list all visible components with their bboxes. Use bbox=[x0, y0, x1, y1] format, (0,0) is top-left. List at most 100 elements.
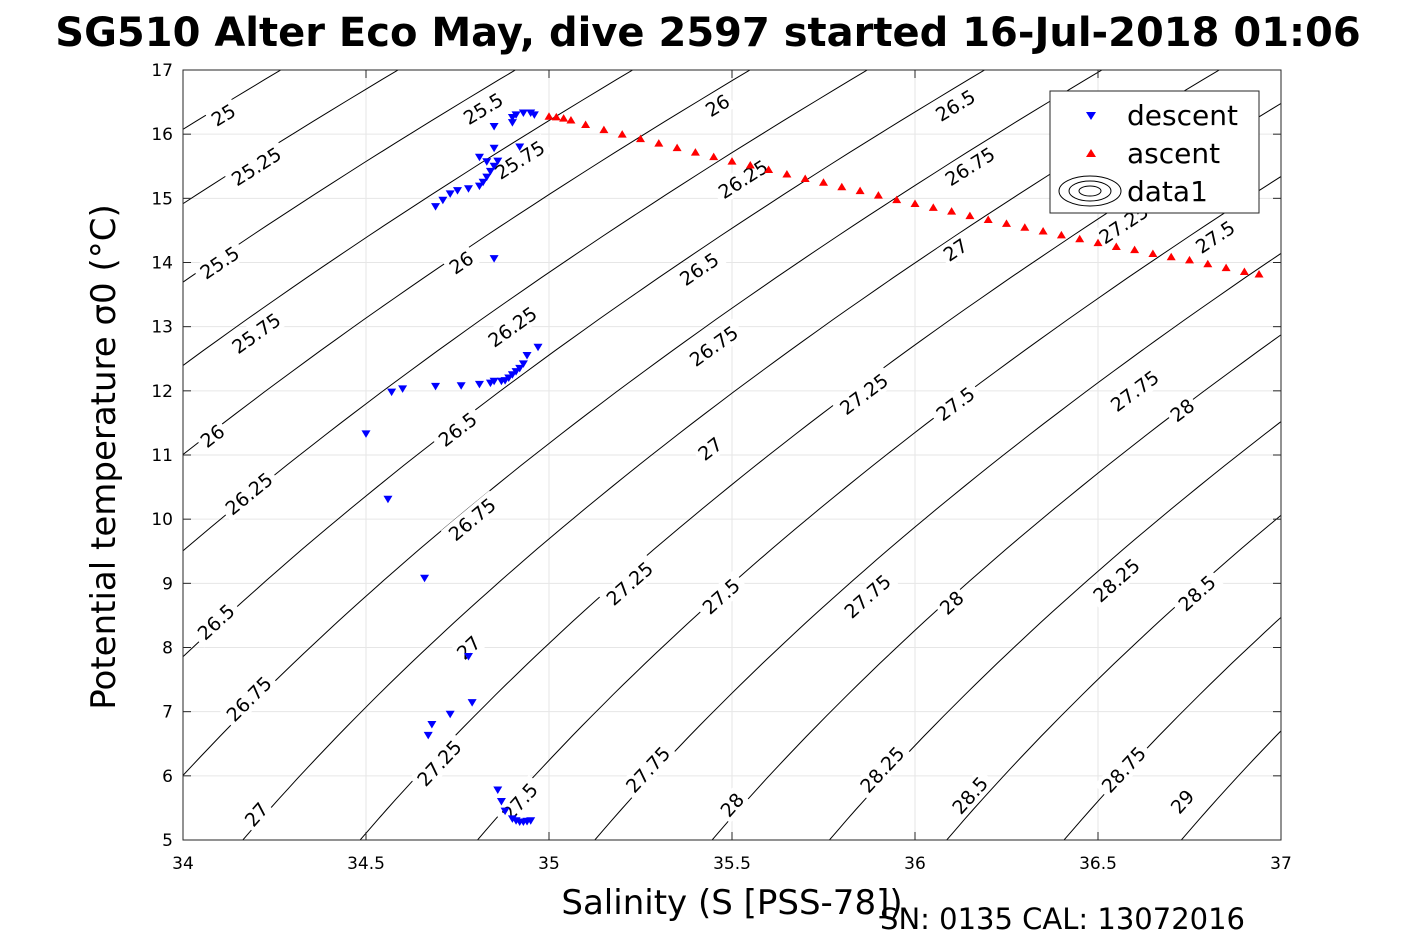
ascent-point bbox=[892, 195, 902, 204]
descent-point bbox=[478, 178, 488, 187]
ascent-point bbox=[837, 182, 847, 191]
descent-point bbox=[496, 798, 506, 806]
ascent-point bbox=[855, 186, 865, 195]
contour-label-gap bbox=[698, 88, 736, 123]
y-tick-label: 17 bbox=[151, 61, 173, 81]
y-tick-label: 8 bbox=[162, 639, 173, 659]
ascent-point bbox=[1148, 249, 1158, 258]
legend-ascent-marker bbox=[1086, 149, 1096, 157]
contour-label-gap bbox=[224, 305, 289, 361]
contour-label-gap bbox=[223, 140, 289, 193]
contour-label-gap bbox=[450, 629, 487, 666]
descent-point bbox=[518, 360, 528, 368]
descent-point bbox=[431, 382, 441, 391]
contour-line bbox=[1180, 730, 1281, 840]
y-tick-label: 14 bbox=[151, 254, 173, 274]
ascent-point bbox=[983, 215, 993, 224]
descent-point bbox=[493, 157, 503, 166]
x-tick-label: 35.5 bbox=[713, 854, 751, 874]
ascent-point bbox=[1185, 255, 1194, 264]
y-tick-label: 15 bbox=[151, 189, 173, 209]
contour-label-gap bbox=[713, 786, 751, 824]
x-tick-label: 36 bbox=[904, 854, 926, 874]
ascent-point bbox=[709, 152, 719, 161]
descent-point bbox=[482, 158, 492, 166]
descent-point bbox=[515, 364, 525, 373]
ascent-point bbox=[1203, 259, 1213, 268]
descent-point bbox=[526, 817, 536, 825]
ascent-point bbox=[544, 112, 554, 120]
ascent-point bbox=[1038, 227, 1048, 235]
contour-label-gap bbox=[852, 738, 912, 800]
ascent-point bbox=[566, 116, 576, 124]
ascent-point bbox=[636, 134, 645, 143]
descent-point bbox=[438, 196, 448, 205]
ascent-point bbox=[947, 207, 957, 215]
data-markers bbox=[361, 109, 1264, 827]
contour-line bbox=[183, 70, 869, 552]
contour-label-gap bbox=[944, 768, 996, 822]
descent-point bbox=[526, 109, 536, 117]
ascent-point bbox=[928, 203, 938, 211]
x-tick-label: 34 bbox=[172, 854, 194, 874]
ascent-point bbox=[1111, 242, 1121, 250]
ascent-point bbox=[581, 120, 591, 129]
descent-point bbox=[474, 380, 484, 389]
contour-label-gap bbox=[681, 318, 746, 374]
contour-label-gap bbox=[189, 596, 243, 648]
ascent-point bbox=[1002, 219, 1011, 227]
ascent-point bbox=[1075, 234, 1085, 243]
descent-point bbox=[387, 388, 397, 397]
descent-point bbox=[427, 721, 437, 729]
contour-line bbox=[476, 175, 1281, 840]
contour-label-gap bbox=[1085, 551, 1148, 610]
ascent-point bbox=[617, 130, 627, 138]
y-tick-label: 12 bbox=[151, 382, 173, 402]
descent-point bbox=[533, 343, 543, 352]
contour-label-gap bbox=[832, 366, 896, 422]
y-tick-label: 5 bbox=[162, 831, 173, 851]
contour-line bbox=[946, 514, 1281, 840]
descent-point bbox=[500, 807, 510, 816]
contour-line bbox=[828, 421, 1281, 840]
contour-label-gap bbox=[1094, 738, 1154, 800]
descent-point bbox=[489, 162, 499, 171]
descent-point bbox=[463, 185, 473, 193]
ascent-point bbox=[1130, 245, 1140, 254]
contour-line bbox=[183, 70, 400, 205]
ascent-point bbox=[873, 191, 883, 199]
contour-label-gap bbox=[1187, 213, 1243, 261]
density-contours bbox=[183, 70, 1281, 840]
legend-data1-label: data1 bbox=[1127, 175, 1208, 208]
descent-point bbox=[445, 710, 455, 719]
descent-point bbox=[445, 190, 455, 198]
descent-point bbox=[507, 815, 517, 823]
x-tick-label: 35 bbox=[538, 854, 560, 874]
ascent-point bbox=[672, 143, 682, 152]
descent-point bbox=[474, 182, 484, 191]
descent-point bbox=[518, 109, 528, 117]
descent-point bbox=[456, 382, 466, 390]
ascent-point bbox=[690, 148, 700, 156]
contour-label-gap bbox=[480, 299, 545, 354]
descent-point bbox=[431, 203, 441, 211]
contour-label-gap bbox=[1163, 392, 1201, 428]
contour-label-gap bbox=[927, 379, 983, 429]
ascent-point bbox=[782, 169, 792, 178]
legend-descent-label: descent bbox=[1127, 99, 1238, 132]
legend-ascent-label: ascent bbox=[1127, 137, 1220, 170]
contour-label-gap bbox=[487, 133, 553, 186]
contour-label-gap bbox=[836, 567, 899, 626]
contour-label-gap bbox=[933, 584, 971, 621]
chart-title: SG510 Alter Eco May, dive 2597 started 1… bbox=[55, 10, 1360, 56]
ascent-point bbox=[1020, 223, 1030, 231]
contour-label-gap bbox=[409, 732, 469, 794]
descent-point bbox=[489, 255, 499, 263]
contour-label-gap bbox=[694, 570, 748, 622]
descent-point bbox=[522, 352, 532, 360]
contour-label-gap bbox=[598, 554, 661, 613]
y-tick-label: 11 bbox=[151, 446, 173, 466]
contour-label-gap bbox=[217, 465, 281, 522]
contour-label-gap bbox=[440, 490, 504, 548]
